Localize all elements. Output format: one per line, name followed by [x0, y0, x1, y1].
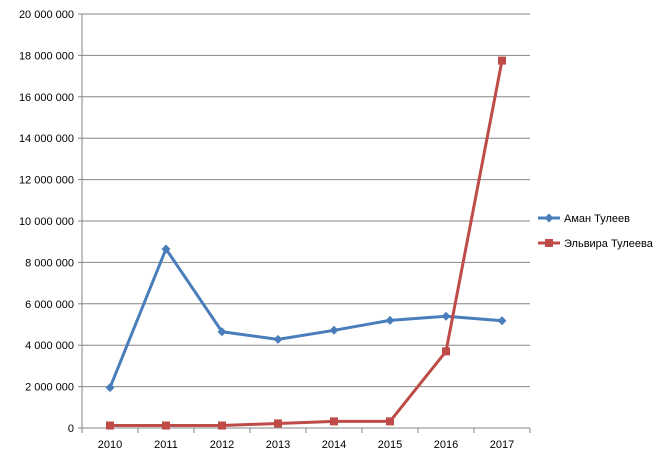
data-point	[441, 311, 451, 321]
x-tick-label: 2016	[434, 439, 458, 451]
x-tick-label: 2012	[210, 439, 234, 451]
y-tick-label: 8 000 000	[25, 257, 74, 269]
data-point	[385, 315, 395, 325]
y-tick-label: 0	[68, 423, 74, 435]
data-point	[161, 244, 171, 254]
y-tick-label: 12 000 000	[19, 175, 74, 187]
data-point	[442, 347, 450, 356]
x-tick-label: 2013	[266, 439, 290, 451]
data-point	[386, 417, 394, 426]
y-tick-label: 2 000 000	[25, 382, 74, 394]
y-tick-label: 20 000 000	[19, 9, 74, 21]
y-tick-labels: 0 2 000 000 4 000 000 6 000 000 8 000 000 10 …	[19, 9, 74, 435]
x-tick-label: 2010	[98, 439, 122, 451]
series-1	[105, 244, 507, 393]
data-point	[273, 334, 283, 344]
data-point	[329, 325, 339, 335]
series-2	[106, 56, 506, 430]
legend-marker	[545, 239, 553, 247]
data-point	[498, 56, 506, 65]
y-tick-label: 16 000 000	[19, 92, 74, 104]
data-point	[217, 327, 227, 337]
data-point	[497, 316, 507, 326]
series-lines	[105, 56, 507, 430]
x-tick-label: 2017	[490, 439, 514, 451]
y-tick-label: 4 000 000	[25, 340, 74, 352]
data-point	[106, 421, 114, 430]
legend-item-1: Аман Тулеев	[538, 213, 630, 225]
y-tick-label: 18 000 000	[19, 50, 74, 62]
x-tick-label: 2014	[322, 439, 346, 451]
x-tick-label: 2011	[154, 439, 178, 451]
y-tick-label: 14 000 000	[19, 133, 74, 145]
series-line	[110, 60, 504, 428]
x-tick-labels: 2010 2011 2012 2013 2014 2015 2016 2017	[98, 439, 514, 451]
y-tick-label: 10 000 000	[19, 216, 74, 228]
data-point	[274, 419, 282, 428]
data-point	[218, 421, 226, 430]
legend: Аман Тулеев Эльвира Тулеева	[538, 213, 654, 250]
series-line	[108, 247, 503, 389]
data-point	[330, 417, 338, 426]
legend-marker	[544, 213, 554, 223]
axes	[78, 13, 531, 433]
x-tick-label: 2015	[378, 439, 402, 451]
legend-label: Аман Тулеев	[564, 213, 630, 225]
legend-item-2: Эльвира Тулеева	[538, 238, 654, 250]
legend-label: Эльвира Тулеева	[564, 238, 654, 250]
data-point	[162, 421, 170, 430]
gridlines	[82, 13, 530, 388]
data-point	[105, 383, 115, 393]
y-tick-label: 6 000 000	[25, 299, 74, 311]
